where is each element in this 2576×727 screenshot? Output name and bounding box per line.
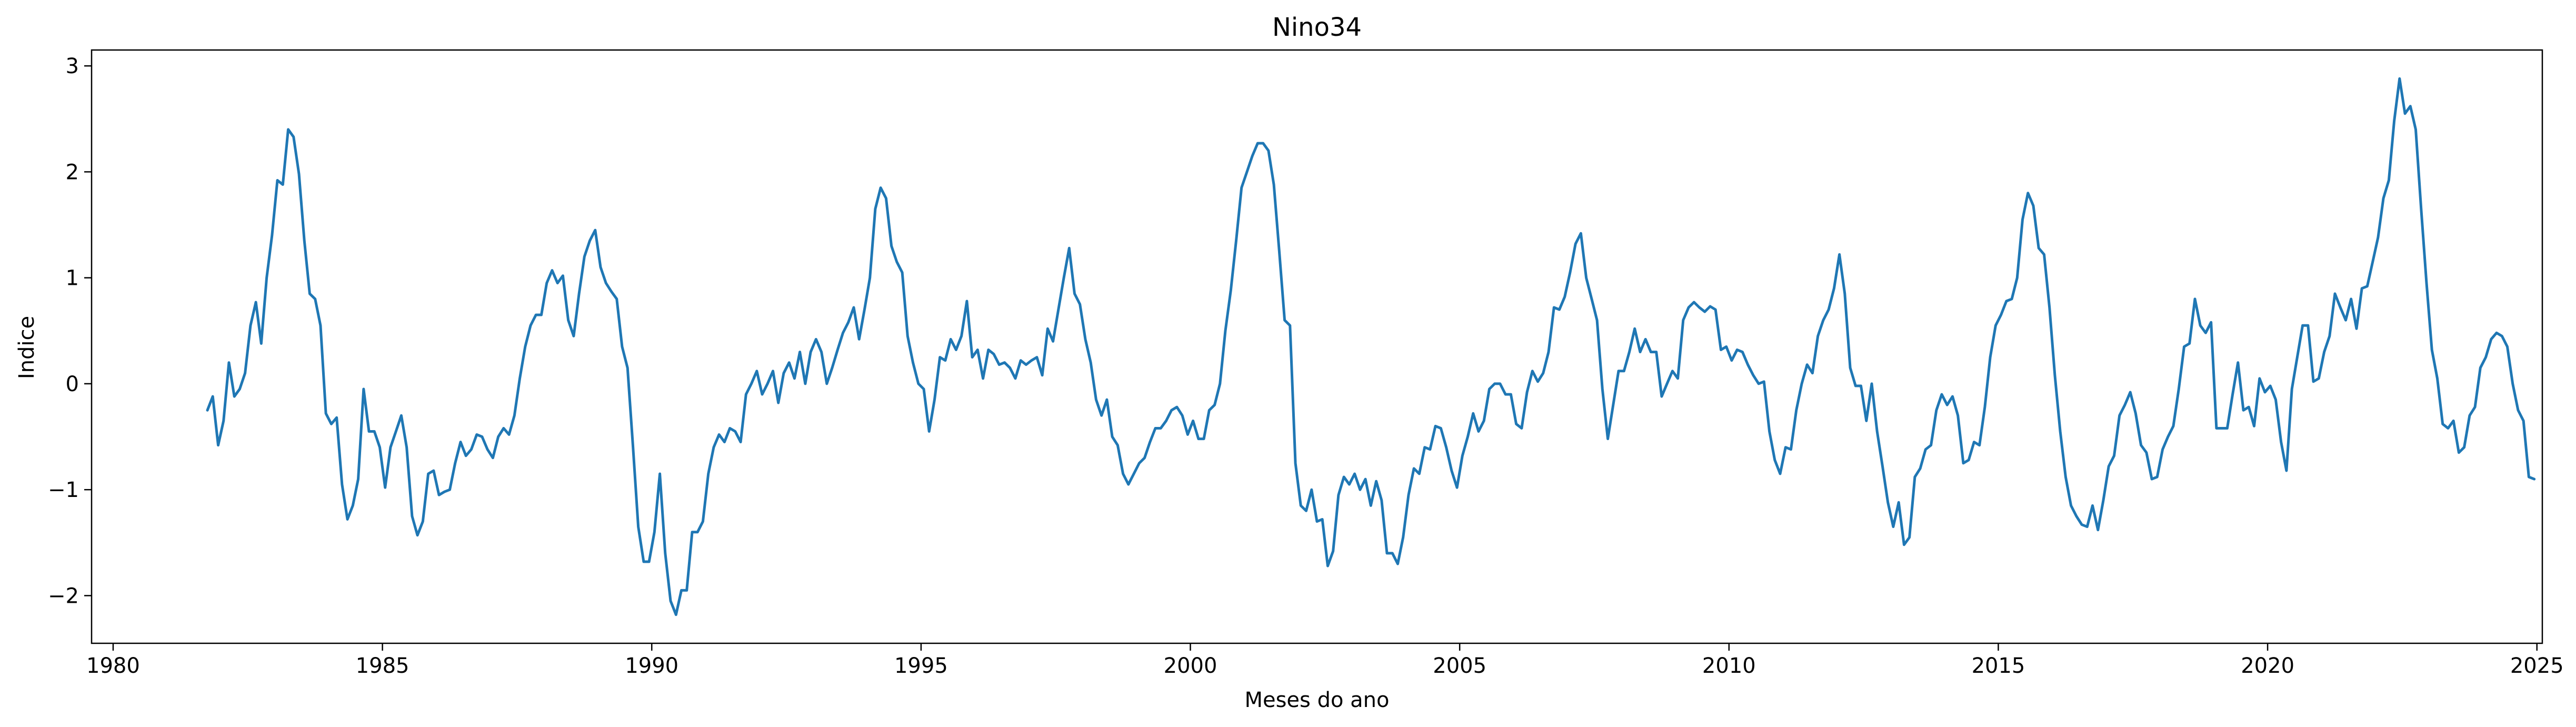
x-tick-label: 2005 [1433, 654, 1486, 678]
y-tick-label: 1 [66, 266, 79, 291]
x-tick-label: 2020 [2241, 654, 2294, 678]
y-tick-label: 0 [66, 372, 79, 396]
x-tick-label: 2015 [1972, 654, 2025, 678]
x-axis-ticks: 1980 1985 1990 1995 2000 2005 2010 2015 2020 2025 [86, 643, 2564, 678]
y-tick-label: 2 [66, 160, 79, 184]
x-tick-label: 1985 [356, 654, 410, 678]
plot-area [91, 49, 2543, 644]
x-tick-label: 2000 [1164, 654, 1217, 678]
y-tick-label: −1 [48, 478, 79, 502]
y-tick-label: 3 [66, 54, 79, 78]
x-tick-label: 2025 [2510, 654, 2564, 678]
x-tick-label: 1980 [86, 654, 140, 678]
x-tick-label: 1990 [625, 654, 678, 678]
x-tick-label: 1995 [894, 654, 948, 678]
x-tick-label: 2010 [1702, 654, 1756, 678]
chart-title: Nino34 [1272, 13, 1362, 42]
x-axis-label: Meses do ano [1244, 688, 1389, 712]
y-axis-ticks: −2 −1 0 1 2 3 [48, 54, 92, 608]
y-tick-label: −2 [48, 584, 79, 608]
nino34-series-line [206, 77, 2536, 616]
axes-frame [91, 49, 2543, 644]
y-axis-label: Indice [15, 316, 39, 379]
